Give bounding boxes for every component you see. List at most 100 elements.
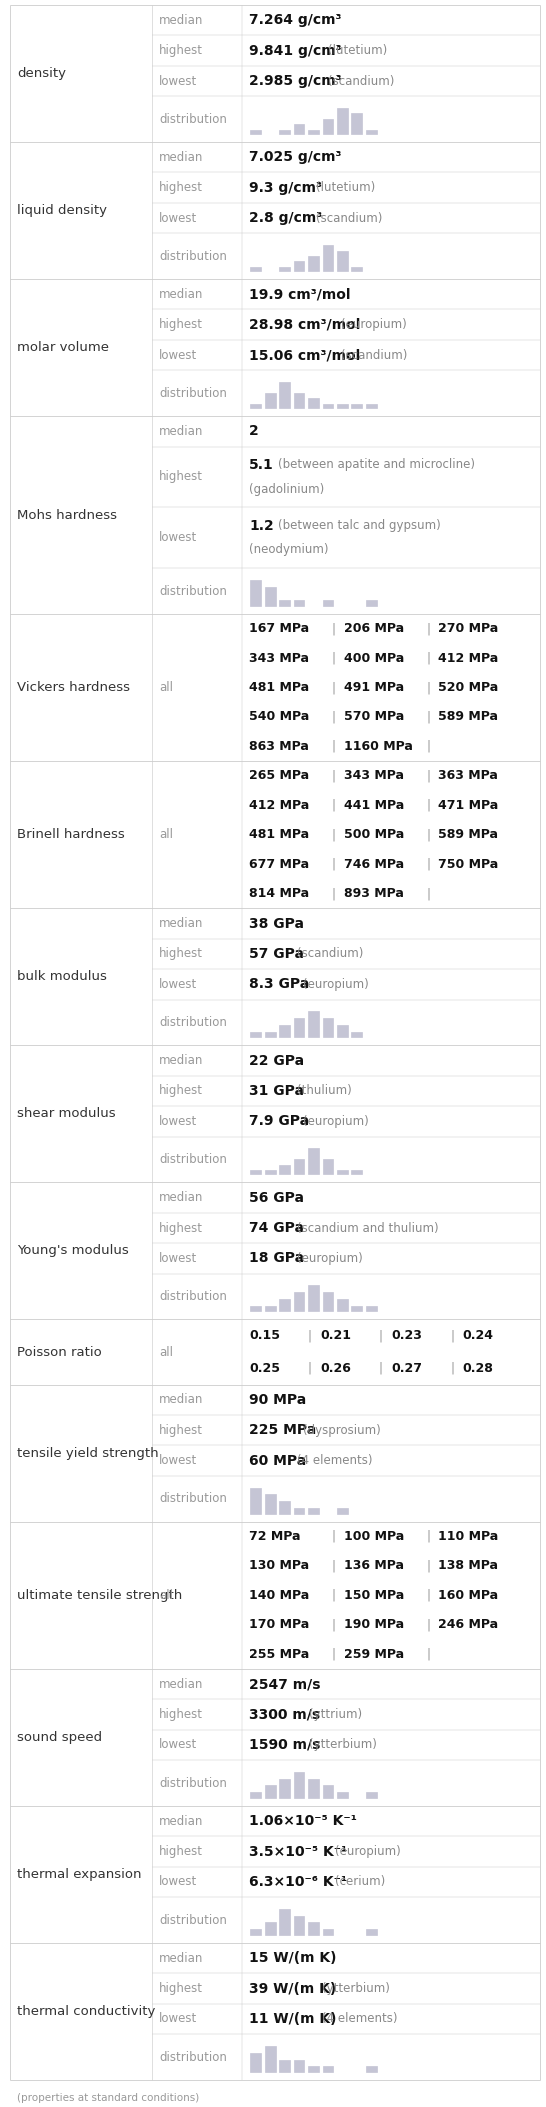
Text: 31 GPa: 31 GPa	[249, 1083, 304, 1098]
Text: 22 GPa: 22 GPa	[249, 1054, 304, 1068]
Text: distribution: distribution	[159, 249, 227, 263]
Text: sound speed: sound speed	[17, 1730, 102, 1745]
Bar	[294, 1018, 305, 1039]
Text: 9.3 g/cm³: 9.3 g/cm³	[249, 181, 322, 194]
Text: highest: highest	[159, 1222, 203, 1235]
Text: 0.23: 0.23	[391, 1330, 422, 1342]
Bar	[265, 1494, 277, 1515]
Text: highest: highest	[159, 470, 203, 483]
Text: median: median	[159, 1951, 203, 1964]
Text: |: |	[331, 1648, 336, 1660]
Bar	[352, 1169, 363, 1176]
Text: lowest: lowest	[159, 1252, 197, 1264]
Text: |: |	[331, 1559, 336, 1572]
Text: (neodymium): (neodymium)	[249, 544, 329, 556]
Text: (lutetium): (lutetium)	[328, 44, 388, 57]
Text: 7.9 GPa: 7.9 GPa	[249, 1115, 309, 1129]
Text: |: |	[426, 858, 430, 870]
Text: 540 MPa: 540 MPa	[249, 710, 309, 723]
Text: lowest: lowest	[159, 1115, 197, 1127]
Bar	[279, 1778, 291, 1799]
Text: 9.841 g/cm³: 9.841 g/cm³	[249, 44, 342, 57]
Text: |: |	[308, 1361, 312, 1376]
Text: median: median	[159, 152, 203, 164]
Text: 500 MPa: 500 MPa	[343, 828, 404, 841]
Text: lowest: lowest	[159, 2012, 197, 2025]
Bar	[366, 1306, 378, 1313]
Text: 57 GPa: 57 GPa	[249, 946, 304, 961]
Text: thermal expansion: thermal expansion	[17, 1869, 141, 1882]
Bar	[337, 251, 349, 272]
Text: shear modulus: shear modulus	[17, 1108, 116, 1121]
Bar	[337, 1509, 349, 1515]
Text: Poisson ratio: Poisson ratio	[17, 1346, 102, 1359]
Text: |: |	[426, 1589, 430, 1601]
Text: highest: highest	[159, 181, 203, 194]
Text: 160 MPa: 160 MPa	[438, 1589, 498, 1601]
Text: distribution: distribution	[159, 388, 227, 400]
Bar	[294, 1772, 305, 1799]
Text: (between talc and gypsum): (between talc and gypsum)	[278, 518, 441, 533]
Text: (scandium): (scandium)	[316, 211, 382, 225]
Text: Brinell hardness: Brinell hardness	[17, 828, 124, 841]
Text: (gadolinium): (gadolinium)	[249, 483, 324, 495]
Text: |: |	[426, 1618, 430, 1631]
Text: 1.06×10⁻⁵ K⁻¹: 1.06×10⁻⁵ K⁻¹	[249, 1814, 357, 1829]
Text: |: |	[331, 828, 336, 841]
Bar	[366, 405, 378, 409]
Bar	[250, 268, 262, 272]
Text: |: |	[426, 1648, 430, 1660]
Text: lowest: lowest	[159, 74, 197, 88]
Text: tensile yield strength: tensile yield strength	[17, 1448, 159, 1460]
Bar	[279, 381, 291, 409]
Bar	[337, 107, 349, 135]
Text: 255 MPa: 255 MPa	[249, 1648, 309, 1660]
Bar	[308, 1509, 320, 1515]
Bar	[250, 1930, 262, 1936]
Bar	[265, 1032, 277, 1039]
Bar	[250, 1032, 262, 1039]
Text: distribution: distribution	[159, 112, 227, 126]
Text: 5.1: 5.1	[249, 457, 274, 472]
Bar	[323, 244, 334, 272]
Text: 0.27: 0.27	[391, 1361, 422, 1376]
Text: 363 MPa: 363 MPa	[438, 769, 498, 782]
Text: 170 MPa: 170 MPa	[249, 1618, 309, 1631]
Text: 412 MPa: 412 MPa	[249, 799, 309, 811]
Text: Mohs hardness: Mohs hardness	[17, 508, 117, 523]
Text: 0.15: 0.15	[249, 1330, 280, 1342]
Bar	[265, 1785, 277, 1799]
Text: (europium): (europium)	[335, 1846, 400, 1858]
Text: highest: highest	[159, 1424, 203, 1437]
Bar	[352, 114, 363, 135]
Text: 893 MPa: 893 MPa	[343, 887, 403, 900]
Text: (ytterbium): (ytterbium)	[310, 1738, 377, 1751]
Bar	[294, 124, 305, 135]
Text: distribution: distribution	[159, 1153, 227, 1165]
Text: (4 elements): (4 elements)	[297, 1454, 372, 1466]
Text: 18 GPa: 18 GPa	[249, 1252, 304, 1266]
Text: 814 MPa: 814 MPa	[249, 887, 309, 900]
Text: distribution: distribution	[159, 1016, 227, 1028]
Text: 481 MPa: 481 MPa	[249, 681, 309, 693]
Text: 343 MPa: 343 MPa	[343, 769, 403, 782]
Bar	[294, 1292, 305, 1313]
Text: |: |	[331, 799, 336, 811]
Text: highest: highest	[159, 44, 203, 57]
Text: 270 MPa: 270 MPa	[438, 622, 498, 634]
Text: 167 MPa: 167 MPa	[249, 622, 309, 634]
Bar	[337, 405, 349, 409]
Bar	[250, 405, 262, 409]
Text: 400 MPa: 400 MPa	[343, 651, 404, 664]
Text: 130 MPa: 130 MPa	[249, 1559, 309, 1572]
Text: Vickers hardness: Vickers hardness	[17, 681, 130, 693]
Text: 3300 m/s: 3300 m/s	[249, 1707, 320, 1721]
Bar	[323, 1292, 334, 1313]
Text: 15.06 cm³/mol: 15.06 cm³/mol	[249, 348, 360, 362]
Text: |: |	[426, 1530, 430, 1542]
Text: bulk modulus: bulk modulus	[17, 971, 107, 984]
Text: 1590 m/s: 1590 m/s	[249, 1738, 321, 1751]
Text: 28.98 cm³/mol: 28.98 cm³/mol	[249, 318, 360, 331]
Bar	[323, 1930, 334, 1936]
Text: 3.5×10⁻⁵ K⁻¹: 3.5×10⁻⁵ K⁻¹	[249, 1844, 347, 1858]
